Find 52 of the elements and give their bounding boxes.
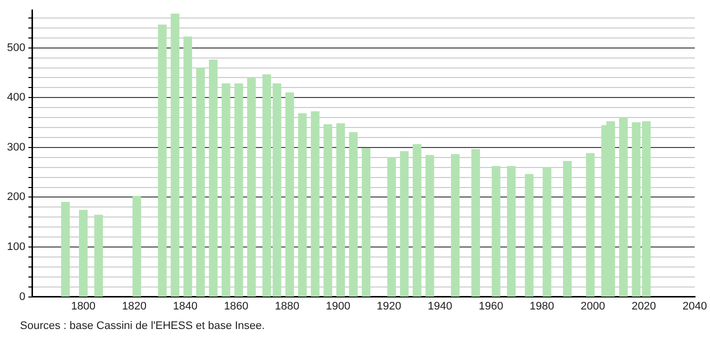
bar xyxy=(132,196,142,297)
x-tick-label: 1980 xyxy=(530,300,554,312)
bar xyxy=(247,77,256,297)
bar xyxy=(170,14,180,297)
bar xyxy=(387,157,396,297)
bar xyxy=(507,166,516,297)
source-note: Sources : base Cassini de l'EHESS et base Insee. xyxy=(20,320,265,332)
bar xyxy=(586,153,595,297)
bar xyxy=(400,151,409,297)
x-tick-label: 1920 xyxy=(376,300,402,312)
x-tick-label: 1840 xyxy=(172,300,198,312)
x-tick-label: 1860 xyxy=(224,300,248,312)
bar xyxy=(425,155,434,297)
bar xyxy=(285,92,294,297)
bar xyxy=(158,24,167,297)
bar xyxy=(208,59,218,297)
y-tick-label: 100 xyxy=(6,241,26,254)
bar xyxy=(234,83,244,297)
y-tick-label: 400 xyxy=(6,92,26,104)
x-tick-label: 1900 xyxy=(326,300,350,312)
bar xyxy=(78,210,88,297)
bar xyxy=(492,166,500,297)
bar xyxy=(471,149,480,297)
x-tick-label: 1820 xyxy=(122,300,147,312)
bar xyxy=(196,68,205,297)
bar xyxy=(336,123,345,297)
bar xyxy=(324,124,332,297)
x-tick-label: 2000 xyxy=(580,300,606,312)
x-tick-label: 2020 xyxy=(632,300,656,312)
y-tick-label: 500 xyxy=(6,42,26,54)
x-tick-label: 2040 xyxy=(682,300,708,312)
y-tick-label: 200 xyxy=(6,191,26,204)
x-tick-label: 1880 xyxy=(274,300,300,312)
bar xyxy=(310,111,320,297)
bar xyxy=(61,202,70,297)
bar xyxy=(563,161,572,297)
bar xyxy=(298,113,307,297)
bar xyxy=(362,148,370,297)
bar xyxy=(412,144,422,297)
y-tick-label: 300 xyxy=(6,141,26,154)
bar xyxy=(619,117,628,297)
bar xyxy=(542,168,552,297)
x-tick-label: 1940 xyxy=(428,300,452,312)
bar xyxy=(450,154,460,297)
y-tick-label: 0 xyxy=(19,290,26,303)
x-tick-label: 1800 xyxy=(71,300,96,312)
bar xyxy=(94,214,103,297)
x-tick-label: 1960 xyxy=(478,300,504,312)
bar xyxy=(183,36,192,297)
bar xyxy=(524,174,534,297)
bar xyxy=(222,83,230,297)
bar xyxy=(349,132,358,297)
